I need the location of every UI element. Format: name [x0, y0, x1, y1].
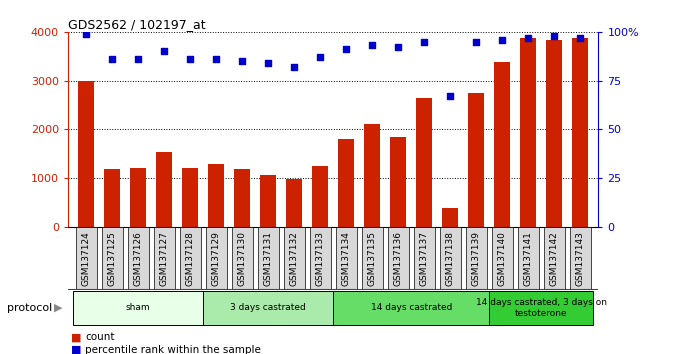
- Bar: [182, 168, 198, 227]
- Text: GDS2562 / 102197_at: GDS2562 / 102197_at: [68, 18, 205, 31]
- Text: GSM137129: GSM137129: [211, 231, 221, 286]
- FancyBboxPatch shape: [466, 227, 487, 290]
- Text: ■: ■: [71, 345, 82, 354]
- Text: GSM137135: GSM137135: [368, 231, 377, 286]
- FancyBboxPatch shape: [570, 227, 591, 290]
- Text: GSM137128: GSM137128: [186, 231, 194, 286]
- FancyBboxPatch shape: [544, 227, 564, 290]
- Text: GSM137125: GSM137125: [107, 231, 117, 286]
- Text: GSM137127: GSM137127: [160, 231, 169, 286]
- Point: [262, 60, 273, 66]
- Point: [471, 39, 481, 45]
- Text: GSM137137: GSM137137: [420, 231, 428, 286]
- FancyBboxPatch shape: [284, 227, 305, 290]
- Bar: [235, 169, 250, 227]
- Text: 3 days castrated: 3 days castrated: [231, 303, 306, 313]
- Bar: [339, 139, 354, 227]
- Point: [81, 31, 92, 37]
- Text: GSM137140: GSM137140: [498, 231, 507, 286]
- Point: [341, 47, 352, 52]
- Bar: [416, 98, 432, 227]
- Text: GSM137138: GSM137138: [445, 231, 455, 286]
- Text: ■: ■: [71, 332, 82, 342]
- FancyBboxPatch shape: [203, 291, 333, 325]
- Point: [185, 56, 196, 62]
- Text: GSM137124: GSM137124: [82, 231, 90, 286]
- FancyBboxPatch shape: [333, 291, 489, 325]
- Text: GSM137131: GSM137131: [264, 231, 273, 286]
- FancyBboxPatch shape: [75, 227, 97, 290]
- Point: [158, 48, 169, 54]
- Text: GSM137132: GSM137132: [290, 231, 299, 286]
- Point: [549, 33, 560, 39]
- Bar: [208, 165, 224, 227]
- FancyBboxPatch shape: [489, 291, 593, 325]
- Text: GSM137133: GSM137133: [316, 231, 325, 286]
- Bar: [364, 124, 380, 227]
- Text: 14 days castrated: 14 days castrated: [371, 303, 452, 313]
- FancyBboxPatch shape: [388, 227, 409, 290]
- Text: protocol: protocol: [7, 303, 52, 313]
- FancyBboxPatch shape: [232, 227, 252, 290]
- Bar: [260, 176, 276, 227]
- Text: GSM137136: GSM137136: [394, 231, 403, 286]
- Point: [237, 58, 248, 64]
- Text: count: count: [85, 332, 114, 342]
- Text: GSM137130: GSM137130: [238, 231, 247, 286]
- Point: [523, 35, 534, 41]
- Text: percentile rank within the sample: percentile rank within the sample: [85, 345, 261, 354]
- FancyBboxPatch shape: [310, 227, 330, 290]
- FancyBboxPatch shape: [128, 227, 149, 290]
- Bar: [105, 169, 120, 227]
- Bar: [286, 179, 302, 227]
- Text: GSM137139: GSM137139: [472, 231, 481, 286]
- Text: GSM137141: GSM137141: [524, 231, 532, 286]
- Bar: [547, 40, 562, 227]
- Text: GSM137126: GSM137126: [134, 231, 143, 286]
- Text: ▶: ▶: [54, 303, 62, 313]
- FancyBboxPatch shape: [154, 227, 175, 290]
- Bar: [156, 152, 172, 227]
- Point: [211, 56, 222, 62]
- Bar: [520, 38, 536, 227]
- FancyBboxPatch shape: [73, 291, 203, 325]
- Bar: [390, 137, 406, 227]
- Point: [107, 56, 118, 62]
- Bar: [78, 81, 94, 227]
- Bar: [312, 166, 328, 227]
- FancyBboxPatch shape: [206, 227, 226, 290]
- Point: [367, 43, 377, 48]
- FancyBboxPatch shape: [180, 227, 201, 290]
- Bar: [443, 207, 458, 227]
- Bar: [131, 168, 146, 227]
- Point: [497, 37, 508, 42]
- FancyBboxPatch shape: [492, 227, 513, 290]
- Bar: [573, 38, 588, 227]
- Point: [393, 45, 404, 50]
- Point: [133, 56, 143, 62]
- FancyBboxPatch shape: [102, 227, 122, 290]
- Text: 14 days castrated, 3 days on
testoterone: 14 days castrated, 3 days on testoterone: [476, 298, 607, 318]
- Point: [315, 55, 326, 60]
- FancyBboxPatch shape: [440, 227, 460, 290]
- Bar: [469, 93, 484, 227]
- Bar: [494, 62, 510, 227]
- FancyBboxPatch shape: [362, 227, 383, 290]
- Text: GSM137134: GSM137134: [342, 231, 351, 286]
- FancyBboxPatch shape: [414, 227, 435, 290]
- Point: [445, 93, 456, 99]
- Point: [289, 64, 300, 70]
- FancyBboxPatch shape: [336, 227, 356, 290]
- Text: GSM137143: GSM137143: [576, 231, 585, 286]
- FancyBboxPatch shape: [258, 227, 279, 290]
- Text: sham: sham: [126, 303, 150, 313]
- Text: GSM137142: GSM137142: [549, 231, 559, 286]
- Point: [419, 39, 430, 45]
- FancyBboxPatch shape: [517, 227, 539, 290]
- Point: [575, 35, 585, 41]
